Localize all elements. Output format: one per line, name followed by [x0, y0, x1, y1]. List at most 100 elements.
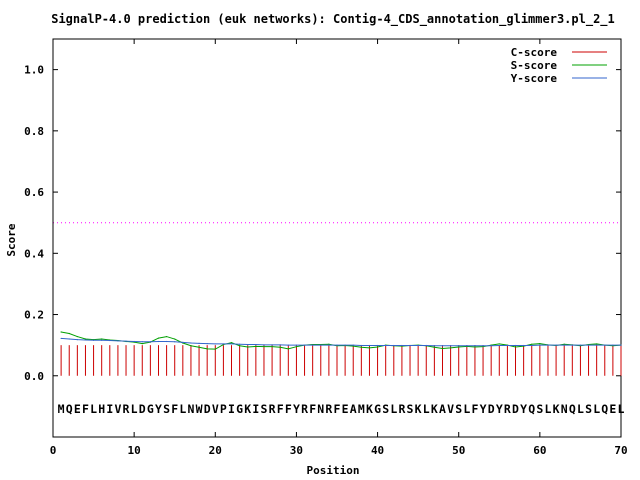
- y-tick-label: 0.6: [24, 186, 44, 199]
- sequence-residue: S: [407, 402, 414, 416]
- y-score-point: [101, 339, 103, 341]
- sequence-residue: R: [301, 402, 308, 416]
- s-score-point: [263, 346, 265, 348]
- s-score-point: [450, 347, 452, 349]
- y-score-point: [539, 344, 541, 346]
- sequence-residue: I: [106, 402, 113, 416]
- y-score-point: [425, 344, 427, 347]
- sequence-residue: M: [358, 402, 365, 416]
- sequence-residue: Y: [155, 402, 162, 416]
- s-score-point: [458, 346, 460, 348]
- sequence-residue: F: [309, 402, 316, 416]
- sequence-residue: S: [261, 402, 268, 416]
- s-score-point: [279, 346, 281, 348]
- y-score-point: [109, 339, 111, 342]
- sequence-residue: Y: [293, 402, 300, 416]
- y-score-point: [125, 340, 127, 342]
- y-score-point: [596, 344, 598, 346]
- sequence-residue: E: [609, 402, 616, 416]
- y-score-point: [547, 344, 549, 346]
- legend-label: S-score: [511, 59, 558, 72]
- sequence-residue: L: [423, 402, 430, 416]
- legend-label: C-score: [511, 46, 558, 59]
- x-axis-label: Position: [307, 464, 360, 477]
- sequence-residue: G: [236, 402, 243, 416]
- sequence-residue: L: [90, 402, 97, 416]
- sequence-residue: S: [536, 402, 543, 416]
- s-score-point: [247, 346, 249, 348]
- sequence-residue: L: [463, 402, 470, 416]
- sequence-residue: F: [334, 402, 341, 416]
- y-score-point: [328, 344, 330, 346]
- y-score-point: [206, 343, 208, 345]
- sequence-residue: V: [212, 402, 219, 416]
- s-score-point: [230, 342, 233, 344]
- y-score-point: [360, 344, 362, 347]
- s-score-point: [141, 343, 143, 345]
- s-score-point: [157, 337, 160, 339]
- s-score-point: [498, 343, 500, 345]
- y-score-point: [555, 344, 557, 346]
- y-tick-label: 0.8: [24, 125, 44, 138]
- sequence-residue: A: [350, 402, 357, 416]
- y-score-point: [352, 344, 354, 346]
- y-score-point: [466, 345, 468, 347]
- s-score-point: [360, 346, 362, 348]
- sequence-residue: K: [431, 402, 438, 416]
- y-score-point: [174, 341, 176, 343]
- sequence-residue: P: [220, 402, 227, 416]
- series-s-score: [60, 331, 622, 350]
- y-score-point: [587, 344, 590, 346]
- y-score-point: [60, 337, 62, 340]
- y-score-point: [141, 341, 143, 343]
- s-score-point: [198, 346, 200, 348]
- s-score-line: [61, 331, 622, 350]
- x-tick-label: 50: [452, 444, 465, 457]
- x-tick-label: 40: [371, 444, 384, 457]
- y-score-point: [368, 344, 371, 347]
- sequence-residue: E: [342, 402, 349, 416]
- sequence-residue: F: [82, 402, 89, 416]
- s-score-point: [474, 346, 476, 348]
- s-score-point: [60, 331, 62, 333]
- sequence-residue: S: [163, 402, 170, 416]
- x-tick-label: 20: [209, 444, 222, 457]
- s-score-point: [239, 345, 241, 347]
- y-score-point: [514, 344, 517, 347]
- y-score-point: [450, 345, 452, 347]
- x-tick-label: 30: [290, 444, 303, 457]
- sequence-residue: L: [618, 402, 625, 416]
- sequence-residue: S: [382, 402, 389, 416]
- s-score-point: [287, 348, 289, 350]
- sequence-residue: Q: [66, 402, 73, 416]
- y-score-point: [76, 339, 78, 341]
- sequence-residue: Q: [528, 402, 535, 416]
- s-score-point: [563, 343, 565, 345]
- sequence-residue: D: [139, 402, 146, 416]
- sequence-residue: V: [447, 402, 454, 416]
- x-tick-label: 70: [614, 444, 627, 457]
- y-score-point: [523, 344, 525, 347]
- y-score-point: [385, 344, 387, 347]
- y-score-point: [490, 345, 492, 347]
- y-score-point: [198, 342, 200, 344]
- y-score-point: [295, 344, 298, 346]
- y-score-point: [612, 344, 614, 346]
- y-score-point: [255, 343, 257, 346]
- y-score-point: [239, 343, 241, 345]
- plot-frame: [52, 38, 622, 438]
- sequence-residue: N: [561, 402, 568, 416]
- y-score-point: [401, 344, 403, 347]
- s-score-point: [214, 348, 216, 350]
- s-score-point: [101, 338, 103, 340]
- y-score-point: [563, 344, 565, 346]
- x-tick-label: 60: [533, 444, 546, 457]
- s-score-point: [206, 348, 208, 350]
- y-score-point: [458, 345, 460, 347]
- sequence-residue: L: [131, 402, 138, 416]
- sequence-residue: Y: [520, 402, 527, 416]
- s-score-point: [255, 345, 257, 347]
- y-score-point: [531, 344, 533, 347]
